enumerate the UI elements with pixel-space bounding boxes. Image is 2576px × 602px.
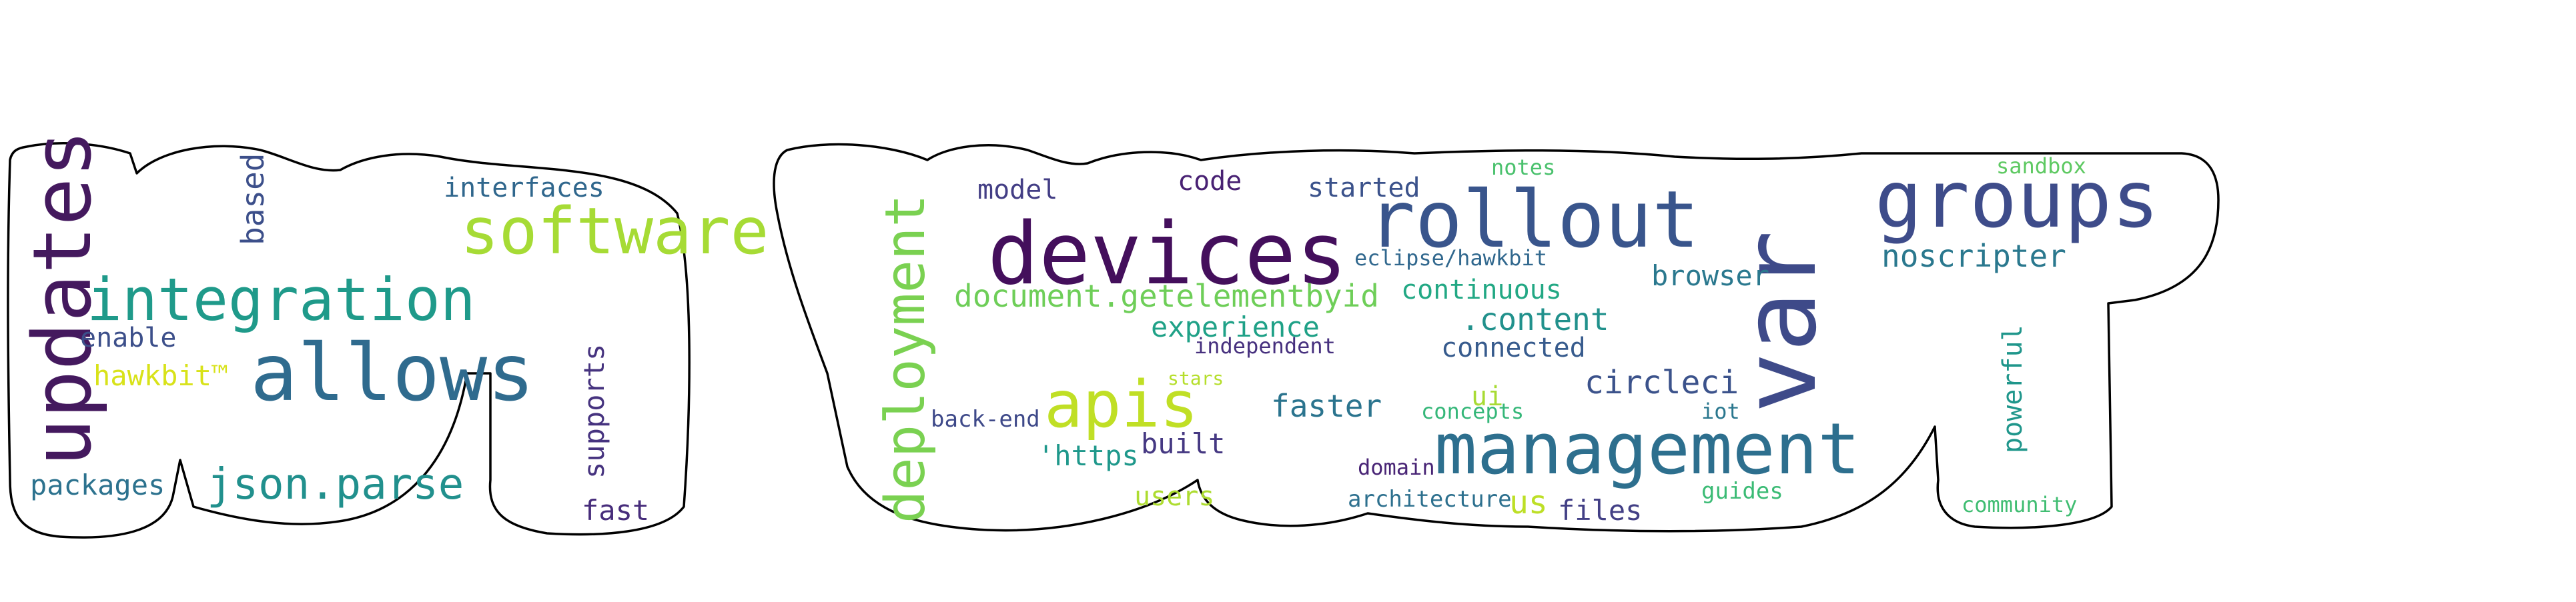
word-domain: domain (1358, 455, 1435, 480)
word-iot: iot (1701, 399, 1740, 424)
word-integration: integration (87, 265, 476, 334)
word-content: .content (1461, 301, 1609, 337)
word-files: files (1558, 494, 1642, 527)
word-ui: ui (1471, 381, 1503, 412)
word-independent: independent (1194, 333, 1336, 359)
word-users: users (1134, 481, 1214, 512)
word-cloud-outline-right (773, 143, 2220, 533)
word-browser: browser (1651, 259, 1769, 292)
word-back-end: back-end (931, 406, 1040, 433)
word-architecture: architecture (1348, 486, 1512, 513)
word-built: built (1141, 427, 1225, 460)
word-cloud-words: updates based interfacessoftwareintegratio… (17, 129, 2159, 527)
word-interfaces: interfaces (444, 173, 604, 203)
word-updates: updates (17, 129, 109, 467)
word-guides: guides (1701, 478, 1783, 505)
word-allows: allows (250, 327, 534, 419)
word-fast: fast (582, 494, 649, 527)
word-json-parse: json.parse (207, 460, 464, 509)
word-model: model (977, 175, 1057, 205)
word-code: code (1178, 166, 1242, 197)
word-continuous: continuous (1401, 275, 1562, 305)
word-deployment: deployment (874, 194, 937, 523)
word-powerful: powerful (1998, 325, 2028, 453)
word-https: 'https (1037, 439, 1139, 472)
word-management: management (1434, 408, 1860, 490)
word-eclipse-hawkbit: eclipse/hawkbit (1354, 245, 1547, 271)
word-based: based (235, 153, 271, 245)
word-community: community (1962, 492, 2077, 517)
word-notes: notes (1491, 155, 1555, 180)
word-connected: connected (1441, 333, 1586, 363)
word-devices: devices (987, 205, 1347, 304)
word-faster: faster (1271, 388, 1382, 424)
word-started: started (1308, 173, 1420, 203)
word-concepts: concepts (1421, 399, 1524, 424)
word-var: var (1721, 230, 1839, 413)
word-software: software (460, 194, 769, 269)
word-enable: enable (80, 323, 177, 353)
word-supports: supports (578, 344, 610, 479)
word-hawkbit: hawkbit™ (93, 359, 228, 392)
word-packages: packages (30, 469, 165, 501)
word-us: us (1509, 484, 1548, 521)
word-document-getelementbyid: document.getelementbyid (954, 278, 1379, 314)
word-experience: experience (1151, 311, 1320, 343)
word-apis: apis (1044, 367, 1198, 442)
word-groups: groups (1875, 153, 2159, 245)
word-sandbox: sandbox (1996, 153, 2086, 179)
word-cloud-outline-left (7, 142, 691, 539)
word-rollout: rollout (1368, 173, 1699, 265)
word-noscripter: noscripter (1881, 238, 2066, 274)
word-stars: stars (1168, 367, 1224, 389)
word-circleci: circleci (1585, 364, 1739, 401)
